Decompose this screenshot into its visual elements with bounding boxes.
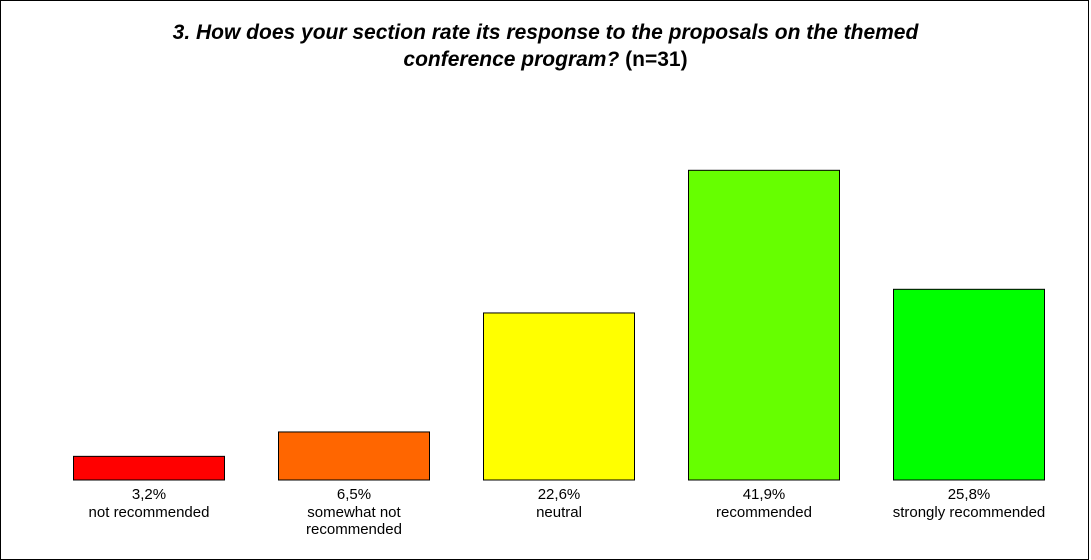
bar-4 bbox=[893, 288, 1045, 481]
category-label-4: strongly recommended bbox=[893, 504, 1046, 521]
category-label-3-line-0: recommended bbox=[716, 504, 812, 521]
value-label-4: 25,8% bbox=[948, 486, 991, 503]
title-line-1: 3. How does your section rate its respon… bbox=[172, 21, 919, 44]
bar-1 bbox=[278, 431, 430, 481]
bar-3 bbox=[688, 169, 840, 481]
category-label-3: recommended bbox=[716, 504, 812, 521]
category-label-0: not recommended bbox=[89, 504, 210, 521]
title-sample-size: (n=31) bbox=[625, 48, 688, 71]
value-label-1: 6,5% bbox=[337, 486, 371, 503]
bar-2 bbox=[483, 312, 635, 481]
category-label-4-line-0: strongly recommended bbox=[893, 504, 1046, 521]
category-label-1-line-0: somewhat not bbox=[307, 504, 401, 521]
value-label-3: 41,9% bbox=[743, 486, 786, 503]
title-line-2: conference program? bbox=[403, 48, 620, 71]
category-label-2: neutral bbox=[536, 504, 582, 521]
value-label-2: 22,6% bbox=[538, 486, 581, 503]
category-label-1: somewhat not recommended bbox=[306, 504, 402, 538]
bar-0 bbox=[73, 455, 225, 481]
category-label-2-line-0: neutral bbox=[536, 504, 582, 521]
value-label-0: 3,2% bbox=[132, 486, 166, 503]
category-label-1-line-1: recommended bbox=[306, 521, 402, 538]
category-label-0-line-0: not recommended bbox=[89, 504, 210, 521]
chart-title: 3. How does your section rate its respon… bbox=[0, 19, 1091, 73]
